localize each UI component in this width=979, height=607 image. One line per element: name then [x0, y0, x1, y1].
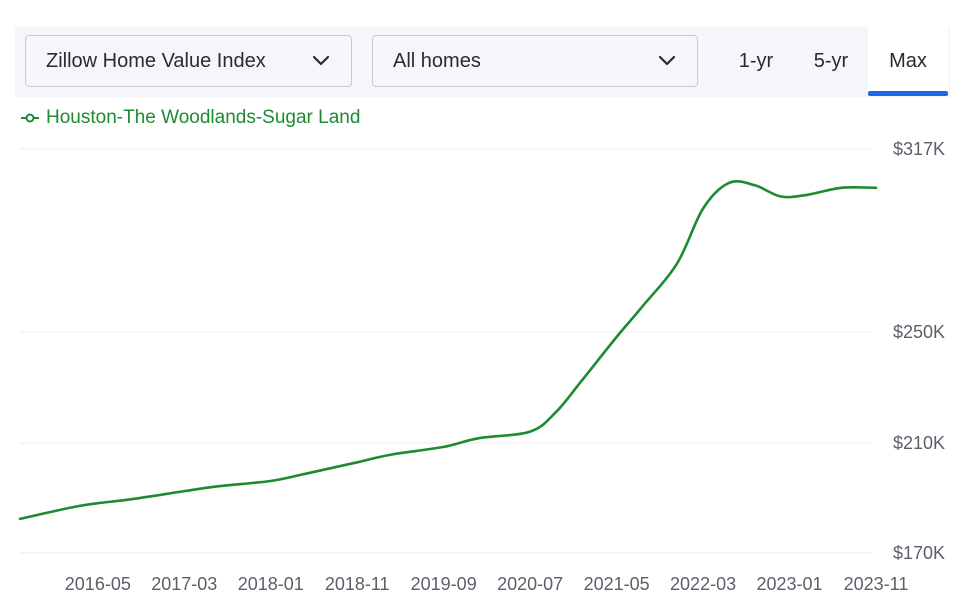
metric-dropdown[interactable]: Zillow Home Value Index — [25, 35, 352, 87]
legend-line-marker-icon — [21, 113, 39, 123]
x-tick-label: 2023-11 — [844, 574, 909, 594]
x-tick-label: 2022-03 — [670, 574, 736, 594]
x-tick-label: 2020-07 — [497, 574, 563, 594]
range-tab-max[interactable]: Max — [868, 27, 948, 95]
legend-series-label: Houston-The Woodlands-Sugar Land — [46, 107, 361, 128]
home-type-dropdown[interactable]: All homes — [372, 35, 698, 87]
range-tab-5yr[interactable]: 5-yr — [813, 49, 849, 72]
x-tick-label: 2017-03 — [151, 574, 217, 594]
y-tick-label: $317K — [893, 139, 945, 159]
home-type-dropdown-value: All homes — [393, 49, 481, 72]
y-axis-ticks: $317K $250K $210K $170K — [893, 139, 945, 563]
x-tick-label: 2016-05 — [65, 574, 131, 594]
x-axis-ticks: 2016-05 2017-03 2018-01 2018-11 2019-09 2020-… — [65, 574, 909, 594]
active-tab-indicator — [868, 91, 948, 96]
series-layer — [18, 180, 878, 521]
chevron-down-icon — [312, 55, 330, 66]
y-tick-label: $250K — [893, 322, 945, 342]
x-tick-label: 2021-05 — [584, 574, 650, 594]
y-tick-label: $210K — [893, 433, 945, 453]
chevron-down-icon — [658, 55, 676, 66]
range-tab-1yr[interactable]: 1-yr — [738, 49, 774, 72]
metric-dropdown-value: Zillow Home Value Index — [46, 49, 266, 72]
x-tick-label: 2019-09 — [411, 574, 477, 594]
x-tick-label: 2023-01 — [757, 574, 823, 594]
y-tick-label: $170K — [893, 543, 945, 563]
x-tick-label: 2018-11 — [325, 574, 390, 594]
chart-toolbar: Zillow Home Value Index All homes 1-yr 5… — [15, 27, 950, 97]
series-line-0[interactable] — [18, 180, 878, 521]
chart-legend[interactable]: Houston-The Woodlands-Sugar Land — [20, 106, 360, 130]
x-tick-label: 2018-01 — [238, 574, 304, 594]
grid-lines — [20, 148, 872, 554]
